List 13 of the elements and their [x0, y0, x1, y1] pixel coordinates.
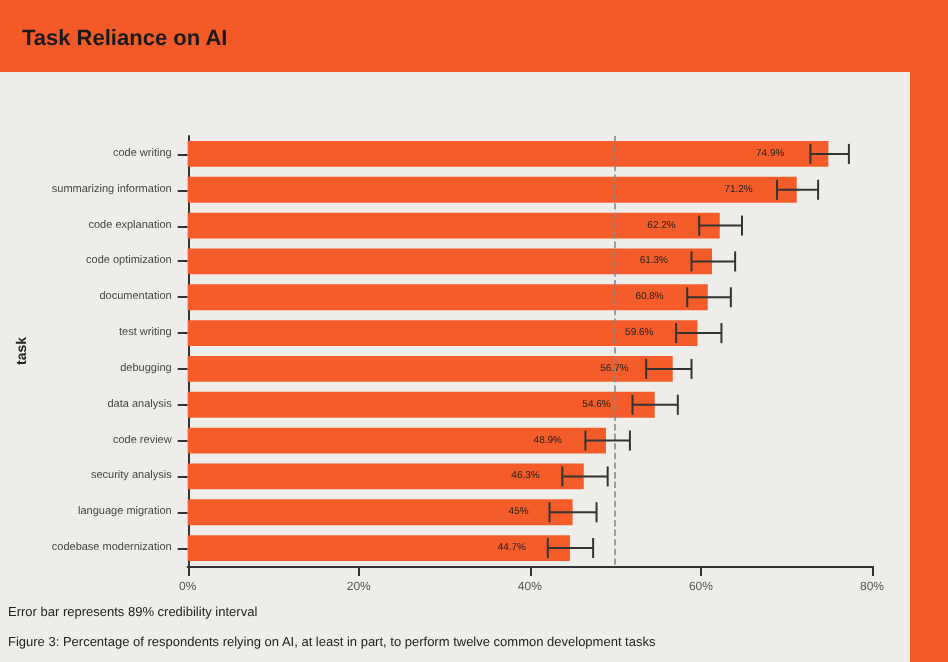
bar — [187, 212, 720, 239]
bar — [187, 499, 573, 526]
bar — [187, 141, 829, 167]
bar — [187, 427, 606, 454]
bar — [187, 535, 571, 561]
bar — [187, 356, 673, 382]
bar — [187, 320, 698, 346]
bar — [187, 284, 708, 311]
bar — [187, 176, 797, 203]
bar — [187, 463, 584, 490]
chart-title: Task Reliance on AI — [22, 27, 228, 51]
bar — [187, 391, 655, 418]
bar — [187, 248, 713, 275]
